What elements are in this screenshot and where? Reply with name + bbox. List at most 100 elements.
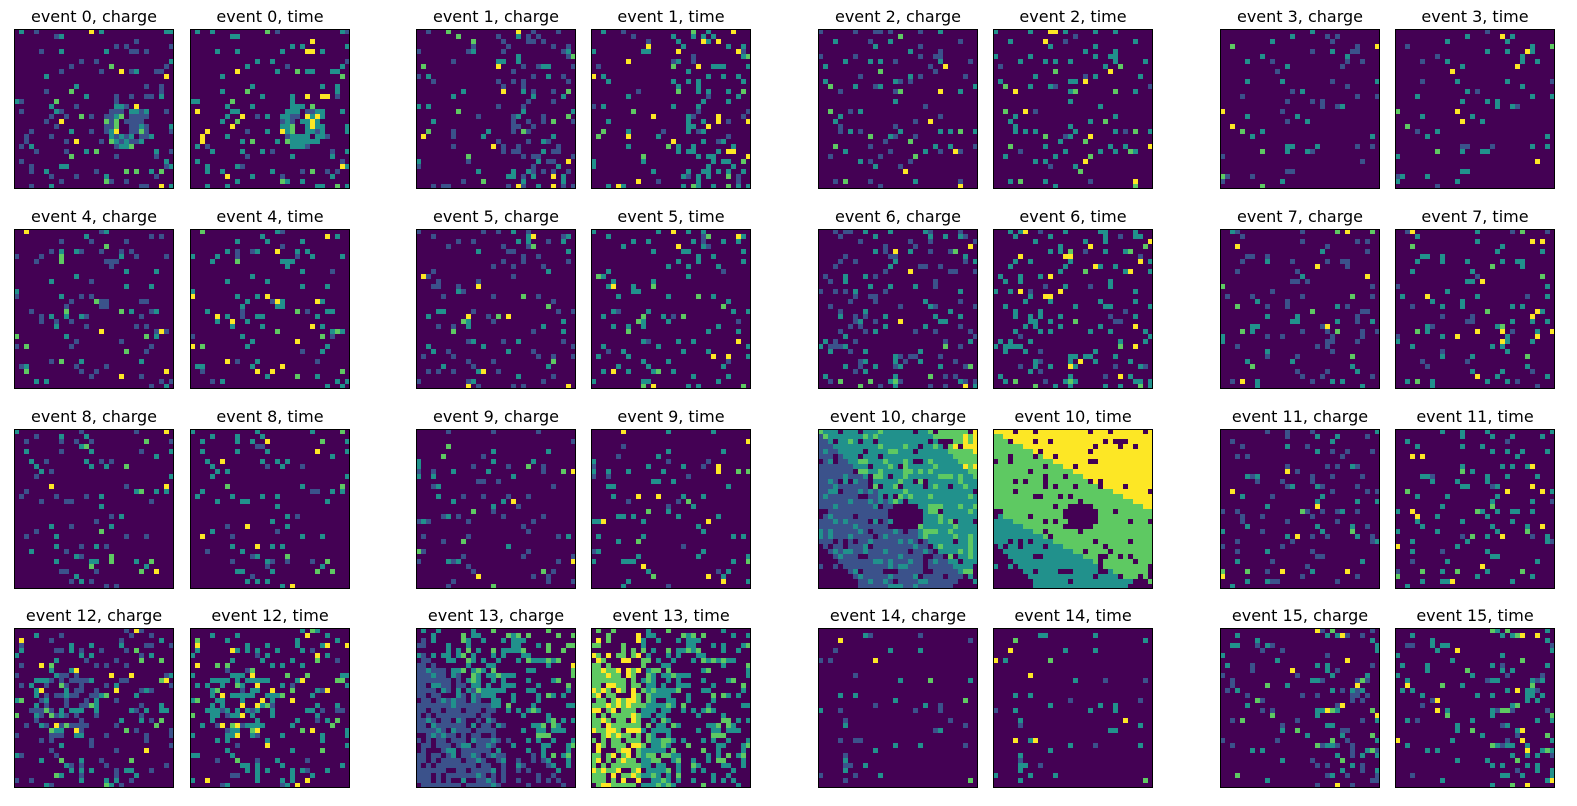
heatmap-cell (1460, 119, 1465, 124)
heatmap-cell (1435, 514, 1440, 519)
heatmap-cell (1290, 279, 1295, 284)
heatmap-cell (953, 509, 958, 514)
heatmap-cell (541, 149, 546, 154)
heatmap-cell (948, 514, 953, 519)
heatmap-cell (1113, 494, 1118, 499)
heatmap-cell (461, 653, 466, 658)
heatmap-cell (531, 459, 536, 464)
heatmap-cell (833, 524, 838, 529)
heatmap-cell (511, 249, 516, 254)
heatmap-cell (1285, 119, 1290, 124)
heatmap-cell (873, 249, 878, 254)
heatmap-cell (1455, 479, 1460, 484)
heatmap-cell (114, 129, 119, 134)
heatmap-cell (1018, 529, 1023, 534)
heatmap-cell (1460, 429, 1465, 434)
heatmap-cell (200, 229, 205, 234)
heatmap-cell (1520, 229, 1525, 234)
heatmap-cell (873, 479, 878, 484)
heatmap-cell (315, 119, 320, 124)
heatmap-cell (1400, 174, 1405, 179)
heatmap-cell (541, 514, 546, 519)
heatmap-cell (230, 99, 235, 104)
heatmap-cell (195, 648, 200, 653)
heatmap-cell (1360, 159, 1365, 164)
heatmap-cell (516, 59, 521, 64)
heatmap-cell (1098, 529, 1103, 534)
heatmap-cell (139, 359, 144, 364)
heatmap-cell (1530, 369, 1535, 374)
heatmap-cell (848, 569, 853, 574)
heatmap-cell (1098, 514, 1103, 519)
heatmap-cell (220, 89, 225, 94)
heatmap-cell (1230, 124, 1235, 129)
heatmap-cell (1058, 249, 1063, 254)
heatmap-cell (566, 159, 571, 164)
heatmap-cell (691, 339, 696, 344)
heatmap-cell (24, 449, 29, 454)
heatmap-cell (1143, 464, 1148, 469)
heatmap-cell (1038, 459, 1043, 464)
heatmap-cell (1103, 64, 1108, 69)
heatmap-cell (631, 559, 636, 564)
heatmap-cell (39, 663, 44, 668)
heatmap-cell (843, 534, 848, 539)
heatmap-cell (863, 469, 868, 474)
heatmap-cell (481, 693, 486, 698)
heatmap-cell (34, 708, 39, 713)
heatmap-cell (1038, 434, 1043, 439)
panel-title: event 5, time (617, 207, 725, 226)
heatmap-cell (833, 144, 838, 149)
heatmap-cell (943, 339, 948, 344)
heatmap-cell (54, 658, 59, 663)
heatmap-cell (843, 519, 848, 524)
heatmap-cell (1093, 569, 1098, 574)
heatmap-cell (1013, 504, 1018, 509)
heatmap-cell (883, 479, 888, 484)
heatmap-cell (671, 64, 676, 69)
heatmap-cell (626, 329, 631, 334)
heatmap-cell (1103, 504, 1108, 509)
heatmap-cell (681, 184, 686, 189)
heatmap-cell (561, 648, 566, 653)
heatmap-cell (1083, 494, 1088, 499)
heatmap-image (416, 29, 576, 189)
heatmap-cell (1053, 549, 1058, 554)
heatmap-cell (139, 688, 144, 693)
heatmap-cell (1108, 579, 1113, 584)
heatmap-cell (1088, 529, 1093, 534)
heatmap-cell (968, 474, 973, 479)
heatmap-cell (1305, 444, 1310, 449)
heatmap-cell (943, 549, 948, 554)
heatmap-cell (345, 379, 350, 384)
heatmap-cell (1280, 569, 1285, 574)
heatmap-cell (868, 469, 873, 474)
heatmap-cell (1008, 534, 1013, 539)
heatmap-cell (1295, 369, 1300, 374)
heatmap-cell (626, 129, 631, 134)
heatmap-cell (144, 324, 149, 329)
heatmap-cell (681, 544, 686, 549)
heatmap-cell (1063, 529, 1068, 534)
heatmap-cell (1103, 574, 1108, 579)
heatmap-cell (1083, 579, 1088, 584)
heatmap-cell (1058, 444, 1063, 449)
heatmap-cell (491, 648, 496, 653)
heatmap-cell (1370, 229, 1375, 234)
heatmap-cell (888, 559, 893, 564)
heatmap-cell (220, 678, 225, 683)
heatmap-cell (1003, 494, 1008, 499)
heatmap-cell (416, 159, 421, 164)
heatmap-cell (1260, 529, 1265, 534)
heatmap-cell (1053, 429, 1058, 434)
heatmap-cell (918, 349, 923, 354)
heatmap-cell (853, 369, 858, 374)
heatmap-cell (265, 643, 270, 648)
heatmap-cell (169, 184, 174, 189)
heatmap-cell (1043, 59, 1048, 64)
heatmap-cell (446, 584, 451, 589)
heatmap-cell (335, 89, 340, 94)
heatmap-cell (1048, 429, 1053, 434)
heatmap-cell (893, 374, 898, 379)
heatmap-cell (215, 688, 220, 693)
